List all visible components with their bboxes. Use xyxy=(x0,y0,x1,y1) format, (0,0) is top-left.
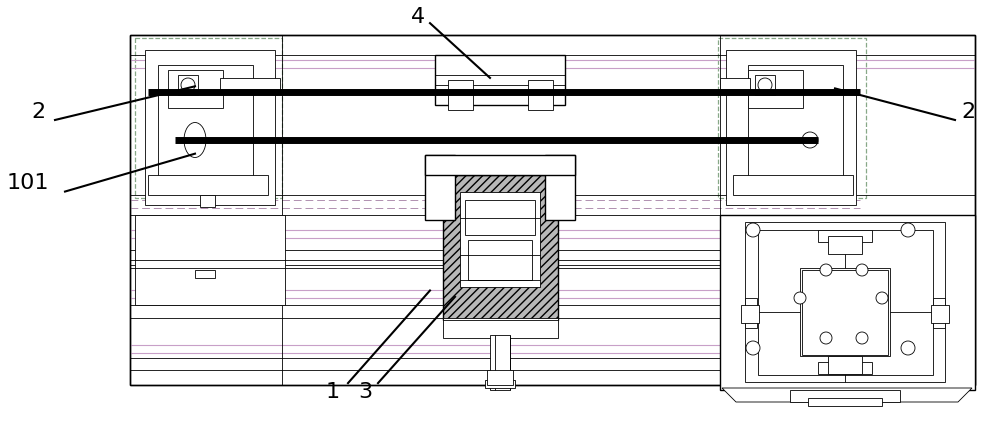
Bar xyxy=(745,298,757,328)
Bar xyxy=(528,80,553,110)
Bar xyxy=(425,155,575,175)
Bar xyxy=(720,215,975,390)
Bar xyxy=(818,230,872,242)
Bar xyxy=(818,362,872,374)
Text: 101: 101 xyxy=(7,173,49,193)
Bar xyxy=(158,65,253,185)
Bar xyxy=(487,370,513,385)
Bar xyxy=(468,240,532,280)
Bar xyxy=(485,380,515,388)
Bar xyxy=(755,75,775,95)
Bar xyxy=(931,305,949,323)
Bar xyxy=(490,335,510,390)
Bar xyxy=(135,215,285,305)
Circle shape xyxy=(746,341,760,355)
Circle shape xyxy=(901,223,915,237)
Circle shape xyxy=(820,264,832,276)
Bar xyxy=(435,55,565,105)
Bar xyxy=(148,175,268,195)
Bar xyxy=(726,50,856,205)
Bar xyxy=(220,78,280,92)
Bar xyxy=(178,75,198,95)
Text: 3: 3 xyxy=(358,382,372,402)
Circle shape xyxy=(758,78,772,92)
Bar xyxy=(465,200,535,235)
Bar xyxy=(460,192,540,287)
Bar xyxy=(800,268,890,356)
Text: 4: 4 xyxy=(411,7,425,27)
Bar xyxy=(733,175,853,195)
Bar xyxy=(802,270,888,355)
Bar xyxy=(745,222,945,382)
Circle shape xyxy=(856,332,868,344)
Circle shape xyxy=(876,292,888,304)
Circle shape xyxy=(901,341,915,355)
Bar xyxy=(443,175,558,320)
Bar xyxy=(828,236,862,254)
Bar xyxy=(130,35,975,385)
Bar xyxy=(748,70,803,108)
Bar xyxy=(425,155,455,220)
Bar xyxy=(741,305,759,323)
Bar xyxy=(748,65,843,185)
Bar xyxy=(443,318,558,338)
Bar xyxy=(195,270,215,278)
Bar xyxy=(790,390,900,402)
Bar xyxy=(545,155,575,220)
Bar xyxy=(200,195,215,207)
Bar xyxy=(720,78,750,92)
Circle shape xyxy=(794,292,806,304)
Circle shape xyxy=(856,264,868,276)
Bar xyxy=(933,298,945,328)
Bar xyxy=(828,356,862,374)
Bar xyxy=(168,70,223,108)
Bar xyxy=(448,80,473,110)
Circle shape xyxy=(181,78,195,92)
Bar xyxy=(145,50,275,205)
Ellipse shape xyxy=(184,123,206,157)
Bar xyxy=(718,38,866,198)
Bar xyxy=(758,230,933,375)
Text: 2: 2 xyxy=(31,101,45,122)
Bar xyxy=(808,398,882,406)
Circle shape xyxy=(820,332,832,344)
Text: 1: 1 xyxy=(326,382,340,402)
Bar xyxy=(815,278,875,346)
Bar xyxy=(135,38,282,198)
Circle shape xyxy=(802,132,818,148)
Circle shape xyxy=(746,223,760,237)
Text: 2: 2 xyxy=(961,101,975,122)
Polygon shape xyxy=(722,388,972,402)
